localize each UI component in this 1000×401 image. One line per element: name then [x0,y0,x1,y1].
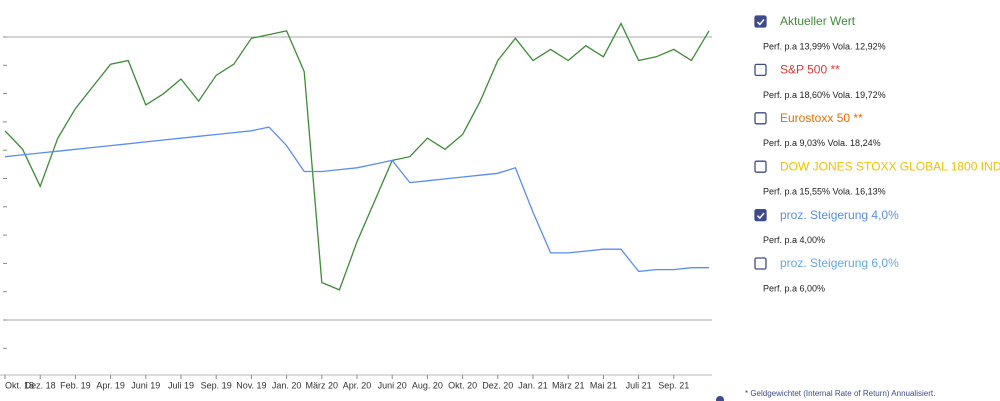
legend-label: Eurostoxx 50 ** [780,111,863,125]
x-tick-label: Sep. 19 [201,380,232,390]
series-line [4,22,710,291]
legend-perf: Perf. p.a 13,99% Vola. 12,92% [763,41,886,51]
checkmark [756,212,765,220]
checkbox[interactable] [754,257,767,270]
legend-label: S&P 500 ** [780,63,840,77]
x-tick-label: Juli 21 [626,380,652,390]
x-tick-label: Mai 21 [590,380,617,390]
x-tick-label: Dez. 20 [482,380,513,390]
x-tick-label: Jan. 20 [272,380,302,390]
x-tick-label: Aug. 20 [412,380,443,390]
legend-label: Aktueller Wert [780,14,856,28]
legend-perf: Perf. p.a 18,60% Vola. 19,72% [763,90,886,100]
legend-perf: Perf. p.a 9,03% Vola. 18,24% [763,138,881,148]
x-tick-label: Apr. 19 [96,380,125,390]
x-tick-label: Feb. 19 [60,380,91,390]
footnote: * Geldgewichtet (Internal Rate of Return… [745,389,935,398]
checkbox[interactable] [754,160,767,173]
x-tick-label: Apr. 20 [343,380,372,390]
x-tick-label: Juni 19 [131,380,160,390]
x-tick-label: Juli 19 [168,380,194,390]
x-tick-label: Juni 20 [378,380,407,390]
scroll-dot [716,396,724,401]
x-tick-label: Jan. 21 [518,380,548,390]
x-tick-label: März 20 [306,380,339,390]
legend-label: DOW JONES STOXX GLOBAL 1800 INDEX ** [780,159,1000,173]
series-line [4,126,709,273]
x-tick-label: Okt. 18 [5,380,34,390]
x-tick-label: Dez. 18 [25,380,56,390]
checkbox[interactable] [754,63,767,77]
legend: Aktueller Wert Perf. p.a 13,99% Vola. 12,… [754,14,1000,293]
legend-perf: Perf. p.a 6,00% [763,283,825,293]
x-tick-label: Okt. 20 [448,380,477,390]
x-tick-label: Nov. 19 [236,380,266,390]
checkmark [756,19,765,26]
x-tick-label: März 21 [552,380,585,390]
legend-perf: Perf. p.a 15,55% Vola. 16,13% [763,187,886,197]
legend-perf: Perf. p.a 4,00% [763,235,825,245]
legend-label: proz. Steigerung 4,0% [780,208,899,222]
checkbox[interactable] [754,112,767,125]
checkbox[interactable] [754,208,767,222]
x-tick-label: Sep. 21 [658,380,689,390]
legend-label: proz. Steigerung 6,0% [780,256,899,270]
checkbox[interactable] [754,15,767,28]
